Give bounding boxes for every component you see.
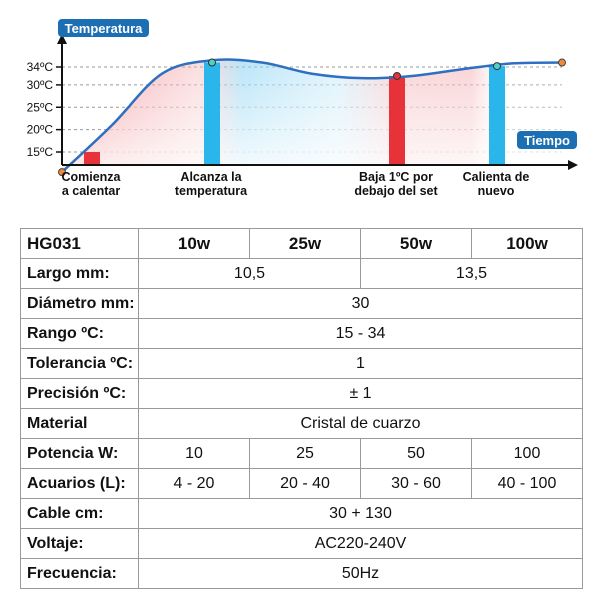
annotation-bar <box>204 62 220 165</box>
table-row: Tolerancia ºC: 1 <box>20 348 583 379</box>
wattage-header-cell: 25w <box>249 228 361 259</box>
table-row: Diámetro mm: 30 <box>20 288 583 319</box>
value-cell: 15 - 34 <box>138 318 583 349</box>
annotation-label: a calentar <box>62 184 121 198</box>
x-axis-badge: Tiempo <box>517 131 577 149</box>
annotation-bar <box>389 75 405 165</box>
y-tick-label: 20ºC <box>27 123 54 137</box>
end-point-marker <box>558 58 566 67</box>
value-cell: 13,5 <box>360 258 583 289</box>
model-cell: HG031 <box>20 228 139 259</box>
annotation-point-marker <box>208 58 216 67</box>
value-cell: AC220-240V <box>138 528 583 559</box>
table-row: Voltaje: AC220-240V <box>20 528 583 559</box>
table-row: Largo mm: 10,5 13,5 <box>20 258 583 289</box>
table-row: Rango ºC: 15 - 34 <box>20 318 583 349</box>
row-label: Tolerancia ºC: <box>20 348 139 379</box>
row-label: Voltaje: <box>20 528 139 559</box>
y-tick-label: 30ºC <box>27 78 54 92</box>
value-cell: 30 <box>138 288 583 319</box>
y-axis-arrow-icon <box>57 34 67 44</box>
annotation-label: Baja 1ºC por <box>359 170 433 184</box>
x-axis-title: Tiempo <box>524 133 570 148</box>
table-row: Frecuencia: 50Hz <box>20 558 583 589</box>
annotation-label: temperatura <box>175 184 248 198</box>
value-cell: 20 - 40 <box>249 468 361 499</box>
row-label: Precisión ºC: <box>20 378 139 409</box>
y-tick-label: 15ºC <box>27 145 54 159</box>
table-header-row: HG031 10w 25w 50w 100w <box>20 228 583 259</box>
temperature-line <box>61 58 563 174</box>
value-cell: 10 <box>138 438 250 469</box>
annotation-label: Comienza <box>61 170 121 184</box>
value-cell: 25 <box>249 438 361 469</box>
value-cell: ± 1 <box>138 378 583 409</box>
x-axis-arrow-icon <box>568 160 578 170</box>
value-cell: Cristal de cuarzo <box>138 408 583 439</box>
row-label: Cable cm: <box>20 498 139 529</box>
value-cell: 10,5 <box>138 258 361 289</box>
value-cell: 100 <box>471 438 583 469</box>
wattage-header-cell: 50w <box>360 228 472 259</box>
table-row: Material Cristal de cuarzo <box>20 408 583 439</box>
y-tick-label: 34ºC <box>27 60 54 74</box>
start-point-marker <box>58 168 66 177</box>
row-label: Frecuencia: <box>20 558 139 589</box>
value-cell: 40 - 100 <box>471 468 583 499</box>
curve-area-fade <box>62 59 562 173</box>
value-cell: 1 <box>138 348 583 379</box>
table-row: Potencia W: 10 25 50 100 <box>20 438 583 469</box>
row-label: Potencia W: <box>20 438 139 469</box>
row-label: Diámetro mm: <box>20 288 139 319</box>
value-cell: 30 - 60 <box>360 468 472 499</box>
value-cell: 4 - 20 <box>138 468 250 499</box>
annotation-bar <box>489 66 505 165</box>
value-cell: 50Hz <box>138 558 583 589</box>
annotation-label: Calienta de <box>463 170 530 184</box>
annotation-label: debajo del set <box>354 184 438 198</box>
annotation-point-marker <box>493 62 501 71</box>
wattage-header-cell: 10w <box>138 228 250 259</box>
annotation-bar <box>84 152 100 165</box>
value-cell: 30 + 130 <box>138 498 583 529</box>
y-tick-label: 25ºC <box>27 100 54 114</box>
wattage-header-cell: 100w <box>471 228 583 259</box>
table-row: Acuarios (L): 4 - 20 20 - 40 30 - 60 40 - 10… <box>20 468 583 499</box>
y-axis-badge: Temperatura <box>58 19 149 37</box>
annotation-label: nuevo <box>478 184 515 198</box>
spec-table: HG031 10w 25w 50w 100w Largo mm: 10,5 13,5 Diáme… <box>20 228 583 589</box>
table-row: Cable cm: 30 + 130 <box>20 498 583 529</box>
table-row: Precisión ºC: ± 1 <box>20 378 583 409</box>
row-label: Material <box>20 408 139 439</box>
annotation-label: Alcanza la <box>180 170 242 184</box>
value-cell: 50 <box>360 438 472 469</box>
row-label: Largo mm: <box>20 258 139 289</box>
row-label: Acuarios (L): <box>20 468 139 499</box>
annotation-point-marker <box>393 71 401 80</box>
y-axis-title: Temperatura <box>65 21 144 36</box>
row-label: Rango ºC: <box>20 318 139 349</box>
